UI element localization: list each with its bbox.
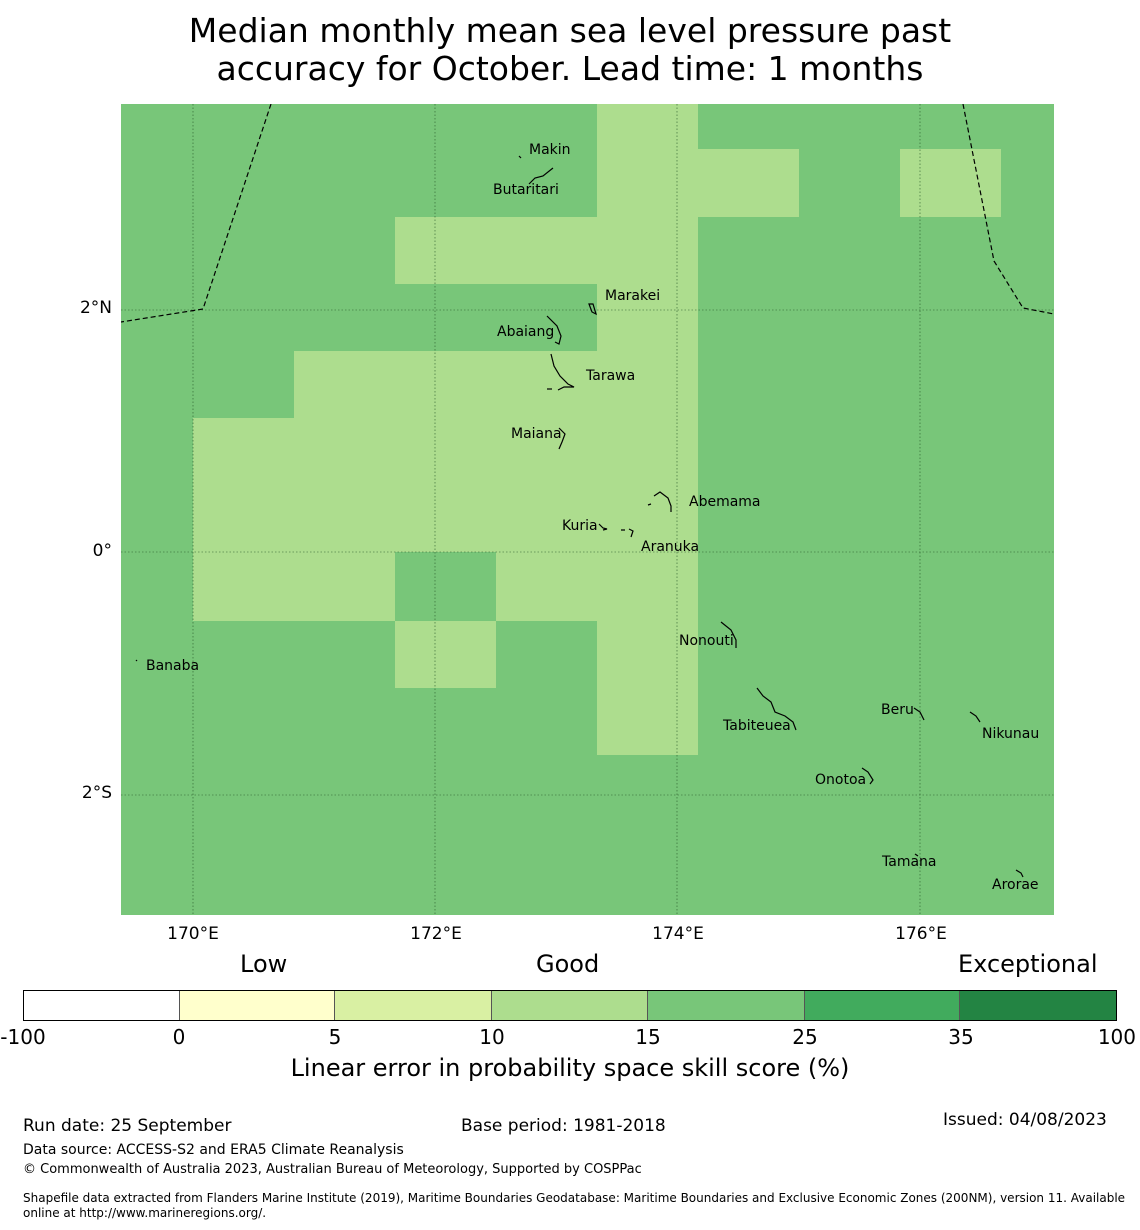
lon-label-172e: 172°E bbox=[410, 924, 462, 944]
island-beru bbox=[913, 707, 925, 721]
map-panel: Makin Butaritari Marakei Abaiang Tarawa … bbox=[121, 104, 1054, 915]
colorbar-tick: -100 bbox=[0, 1025, 46, 1049]
issued-date: Issued: 04/08/2023 bbox=[943, 1110, 1107, 1130]
label-nikunau: Nikunau bbox=[982, 726, 1039, 742]
colorbar-segment-5-10 bbox=[335, 991, 493, 1020]
legend-category-good: Good bbox=[536, 950, 600, 978]
island-arorae bbox=[1015, 869, 1024, 878]
lat-label-2s: 2°S bbox=[81, 783, 112, 803]
island-abemama bbox=[647, 491, 672, 512]
lat-label-2n: 2°N bbox=[79, 298, 112, 318]
skill-cell bbox=[597, 149, 799, 217]
lon-label-174e: 174°E bbox=[652, 924, 704, 944]
colorbar bbox=[23, 990, 1117, 1021]
island-tarawa bbox=[550, 353, 575, 391]
island-tamana bbox=[914, 853, 919, 857]
label-tamana: Tamana bbox=[881, 854, 936, 870]
colorbar-segment-10-15 bbox=[492, 991, 648, 1020]
label-aranuka: Aranuka bbox=[641, 539, 699, 555]
colorbar-tick: 5 bbox=[328, 1025, 342, 1049]
skill-cell bbox=[597, 621, 698, 755]
label-maiana: Maiana bbox=[511, 426, 562, 442]
colorbar-segment-15-25 bbox=[647, 991, 805, 1020]
island-aranuka bbox=[621, 528, 634, 538]
map-canvas: Makin Butaritari Marakei Abaiang Tarawa … bbox=[121, 104, 1054, 915]
colorbar-tick: 10 bbox=[479, 1025, 505, 1049]
colorbar-segment-0-5 bbox=[179, 991, 336, 1020]
skill-cell bbox=[193, 552, 395, 621]
base-period: Base period: 1981-2018 bbox=[461, 1116, 666, 1136]
colorbar-tick: 100 bbox=[1097, 1025, 1136, 1049]
skill-cell bbox=[395, 621, 496, 688]
label-abemama: Abemama bbox=[689, 494, 761, 510]
island-marakei bbox=[588, 303, 597, 316]
label-kuria: Kuria bbox=[562, 518, 598, 534]
shapefile-credit-line-1: Shapefile data extracted from Flanders M… bbox=[23, 1191, 1126, 1205]
colorbar-label: Linear error in probability space skill … bbox=[290, 1054, 850, 1082]
island-tabiteuea bbox=[756, 687, 797, 731]
label-onotoa: Onotoa bbox=[815, 772, 866, 788]
island-butaritari bbox=[528, 167, 554, 185]
run-date: Run date: 25 September bbox=[23, 1116, 232, 1136]
colorbar-tick: 25 bbox=[792, 1025, 818, 1049]
island-banaba bbox=[135, 659, 138, 662]
gridlines bbox=[121, 104, 1054, 915]
island-abaiang bbox=[546, 315, 562, 345]
colorbar-tick: 0 bbox=[172, 1025, 186, 1049]
title-line-1: Median monthly mean sea level pressure p… bbox=[188, 11, 952, 50]
skill-cell bbox=[193, 418, 698, 552]
lon-label-170e: 170°E bbox=[167, 924, 219, 944]
eez-boundary-east bbox=[962, 104, 1054, 315]
colorbar-segment-25-35 bbox=[804, 991, 961, 1020]
label-beru: Beru bbox=[881, 702, 914, 718]
label-marakei: Marakei bbox=[605, 288, 660, 304]
lon-label-176e: 176°E bbox=[895, 924, 947, 944]
skill-cell bbox=[597, 284, 698, 351]
colorbar-tick: 15 bbox=[635, 1025, 661, 1049]
island-kuria bbox=[598, 523, 608, 531]
colorbar-tick: 35 bbox=[948, 1025, 974, 1049]
eez-boundary-west bbox=[121, 104, 272, 323]
legend-category-low: Low bbox=[240, 950, 288, 978]
place-labels: Makin Butaritari Marakei Abaiang Tarawa … bbox=[146, 142, 1039, 893]
island-nonouti bbox=[720, 621, 737, 648]
island-nikunau bbox=[969, 711, 981, 723]
label-arorae: Arorae bbox=[992, 877, 1039, 893]
title-line-2: accuracy for October. Lead time: 1 month… bbox=[216, 49, 924, 88]
eez-boundaries bbox=[121, 104, 1054, 323]
label-tarawa: Tarawa bbox=[585, 368, 635, 384]
chart-title: Median monthly mean sea level pressure p… bbox=[0, 12, 1140, 88]
island-onotoa bbox=[861, 767, 874, 785]
data-source: Data source: ACCESS-S2 and ERA5 Climate … bbox=[23, 1142, 404, 1158]
label-banaba: Banaba bbox=[146, 658, 199, 674]
colorbar-segment-35-100 bbox=[960, 991, 1117, 1020]
label-abaiang: Abaiang bbox=[497, 324, 554, 340]
skill-cell bbox=[496, 552, 698, 621]
colorbar-segment-neg100-0 bbox=[24, 991, 180, 1020]
label-tabiteuea: Tabiteuea bbox=[722, 718, 791, 734]
skill-cell bbox=[395, 217, 698, 284]
legend-category-exceptional: Exceptional bbox=[958, 950, 1098, 978]
label-butaritari: Butaritari bbox=[493, 182, 559, 198]
copyright: © Commonwealth of Australia 2023, Austra… bbox=[23, 1162, 642, 1177]
lat-label-0: 0° bbox=[92, 541, 112, 561]
label-makin: Makin bbox=[529, 142, 571, 158]
label-nonouti: Nonouti bbox=[679, 633, 734, 649]
skill-cell bbox=[294, 351, 698, 418]
island-maiana bbox=[558, 427, 566, 450]
skill-cell bbox=[900, 149, 1001, 217]
shapefile-credit-line-2: online at http://www.marineregions.org/. bbox=[23, 1206, 267, 1220]
island-makin bbox=[518, 155, 522, 159]
island-outlines bbox=[135, 155, 1024, 878]
skill-cells-10-15 bbox=[193, 104, 1001, 755]
skill-cell bbox=[597, 104, 698, 149]
